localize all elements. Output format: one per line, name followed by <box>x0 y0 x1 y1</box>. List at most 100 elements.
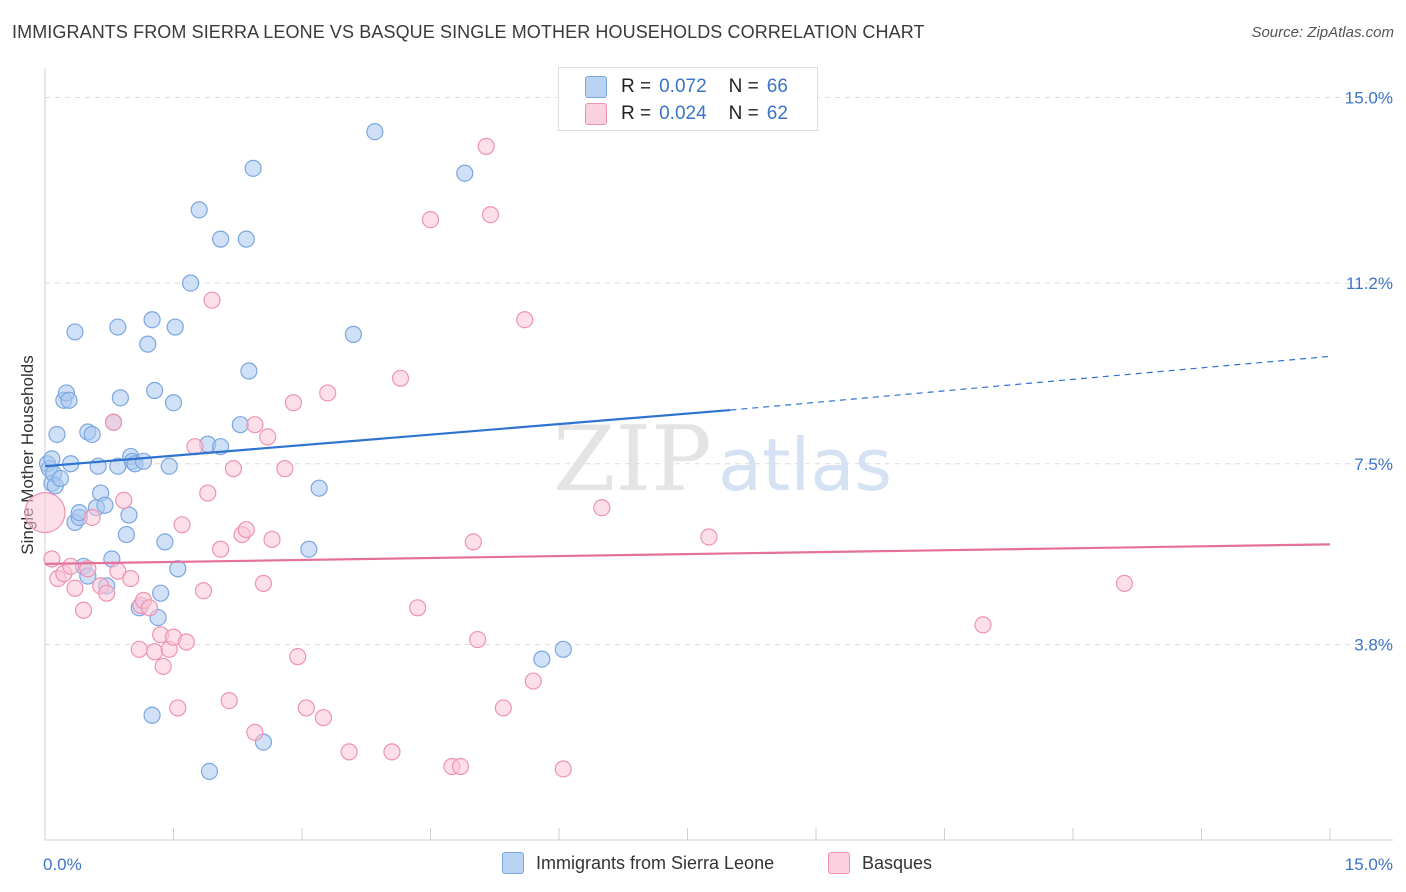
data-point-sierra-leone <box>169 560 187 578</box>
data-point-basques <box>66 579 84 597</box>
data-point-sierra-leone <box>554 640 572 658</box>
data-point-basques <box>494 699 512 717</box>
data-point-basques <box>246 723 264 741</box>
trend-line-basques <box>44 543 1331 565</box>
data-point-sierra-leone <box>200 762 219 781</box>
data-point-basques <box>203 291 221 309</box>
data-point-basques <box>115 491 133 509</box>
data-point-basques <box>224 460 243 478</box>
data-point-sierra-leone <box>366 123 384 141</box>
data-point-basques <box>409 599 427 617</box>
legend-label: Immigrants from Sierra Leone <box>536 852 775 873</box>
data-point-basques <box>451 757 470 776</box>
y-tick-label: 7.5% <box>1354 455 1393 474</box>
data-point-basques <box>146 643 164 661</box>
y-tick-label: 15.0% <box>1345 89 1393 108</box>
data-point-sierra-leone <box>139 335 157 353</box>
data-point-basques <box>173 516 191 534</box>
x-tick-label: 0.0% <box>43 855 82 874</box>
data-point-basques <box>421 211 440 229</box>
data-point-basques <box>199 484 217 502</box>
data-point-basques <box>194 582 213 600</box>
data-point-sierra-leone <box>344 325 362 343</box>
data-point-basques <box>212 540 230 558</box>
legend-swatch-pink <box>828 852 850 874</box>
watermark-zip: ZIP <box>553 407 712 512</box>
data-point-basques <box>74 601 93 619</box>
data-point-basques <box>700 528 718 546</box>
source-label: Source: ZipAtlas.com <box>1251 24 1394 41</box>
data-point-sierra-leone <box>66 323 84 341</box>
data-point-basques <box>130 640 148 658</box>
data-point-sierra-leone <box>240 362 258 380</box>
legend-item-sierra-leone[interactable]: Immigrants from Sierra Leone <box>502 852 774 874</box>
r-value: 0.024 <box>659 103 707 124</box>
data-point-sierra-leone <box>146 381 164 400</box>
data-point-basques <box>169 699 187 717</box>
data-point-basques <box>237 521 255 539</box>
data-point-sierra-leone <box>152 584 170 602</box>
r-value: 0.072 <box>659 76 707 97</box>
n-value: 62 <box>766 103 788 124</box>
data-point-basques <box>314 709 333 727</box>
data-point-basques <box>246 416 264 434</box>
data-point-basques <box>154 657 172 676</box>
data-point-basques <box>83 508 101 527</box>
data-point-basques <box>481 206 500 224</box>
data-point-basques <box>524 672 542 690</box>
data-point-sierra-leone <box>160 457 178 475</box>
data-point-basques <box>24 491 66 534</box>
data-point-basques <box>477 137 495 155</box>
data-point-basques <box>79 560 97 578</box>
data-point-basques <box>554 760 572 778</box>
data-point-basques <box>319 384 337 402</box>
data-point-basques <box>297 699 315 717</box>
legend-item-basques[interactable]: Basques <box>828 852 932 874</box>
n-label: N = <box>728 76 759 97</box>
data-point-basques <box>177 633 195 651</box>
data-point-sierra-leone <box>83 425 101 444</box>
r-label: R = <box>621 103 652 124</box>
legend-row-basques: R = 0.024 N = 62 <box>585 102 788 126</box>
data-point-basques <box>122 569 140 588</box>
data-point-sierra-leone <box>134 452 153 470</box>
data-point-sierra-leone <box>143 311 161 329</box>
data-point-sierra-leone <box>182 274 200 292</box>
data-point-basques <box>104 413 123 431</box>
legend-swatch-blue <box>585 76 607 98</box>
data-point-sierra-leone <box>111 389 129 407</box>
data-point-sierra-leone <box>120 506 138 524</box>
data-point-basques <box>1115 574 1134 593</box>
data-point-sierra-leone <box>109 318 127 336</box>
data-point-basques <box>340 743 358 761</box>
y-tick-label: 11.2% <box>1346 274 1393 293</box>
watermark-atlas: atlas <box>718 423 892 507</box>
data-point-sierra-leone <box>310 479 328 497</box>
data-point-basques <box>220 691 238 710</box>
data-point-basques <box>391 369 410 387</box>
data-point-sierra-leone <box>190 201 208 219</box>
data-point-sierra-leone <box>533 650 551 668</box>
data-point-basques <box>263 530 281 549</box>
x-tick-label: 15.0% <box>1345 855 1393 874</box>
data-point-basques <box>62 557 80 575</box>
data-point-basques <box>469 630 487 649</box>
data-point-sierra-leone <box>231 416 249 434</box>
data-point-basques <box>593 499 611 517</box>
trend-line-extension-sierra-leone <box>730 355 1331 411</box>
data-point-basques <box>186 438 204 456</box>
data-point-basques <box>259 428 277 446</box>
data-point-sierra-leone <box>237 230 255 248</box>
legend-swatch-blue <box>502 852 524 874</box>
data-point-sierra-leone <box>51 469 70 488</box>
data-point-sierra-leone <box>48 425 66 444</box>
y-tick-label: 3.8% <box>1354 635 1393 654</box>
data-point-sierra-leone <box>96 496 114 514</box>
data-point-sierra-leone <box>156 533 174 551</box>
data-point-sierra-leone <box>212 230 230 248</box>
data-point-basques <box>254 574 273 593</box>
chart-title: IMMIGRANTS FROM SIERRA LEONE VS BASQUE S… <box>12 22 925 42</box>
data-point-basques <box>284 394 303 412</box>
data-point-basques <box>974 616 992 634</box>
data-point-sierra-leone <box>164 394 183 412</box>
